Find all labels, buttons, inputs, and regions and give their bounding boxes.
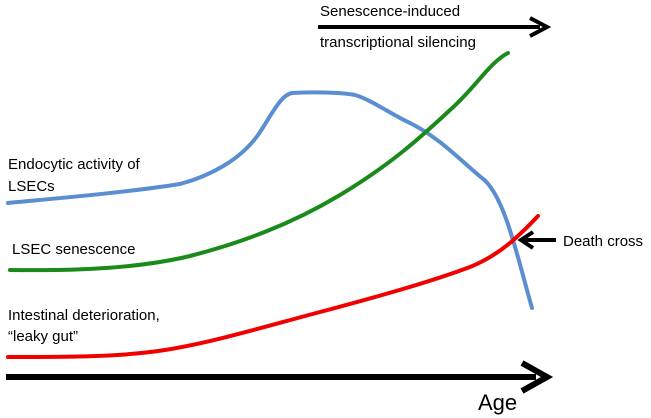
endocytic-label-line2: LSECs — [8, 178, 55, 195]
intestinal-deterioration-curve — [6, 214, 540, 359]
death-cross-label: Death cross — [563, 233, 643, 250]
endocytic-activity-curve — [6, 90, 534, 310]
silencing-arrow — [318, 16, 552, 38]
intestinal-label-line1: Intestinal deterioration, — [8, 307, 160, 324]
age-label: Age — [478, 390, 517, 415]
senescence-label: LSEC senescence — [12, 241, 135, 258]
death-cross-arrow — [517, 230, 556, 250]
endocytic-label-line1: Endocytic activity of — [8, 156, 141, 173]
intestinal-label-line2: “leaky gut” — [8, 328, 78, 345]
silencing-label-line2: transcriptional silencing — [320, 34, 476, 51]
lsec-senescence-curve — [8, 51, 510, 273]
age-axis-arrow — [6, 360, 554, 394]
silencing-label-line1: Senescence-induced — [320, 3, 460, 20]
